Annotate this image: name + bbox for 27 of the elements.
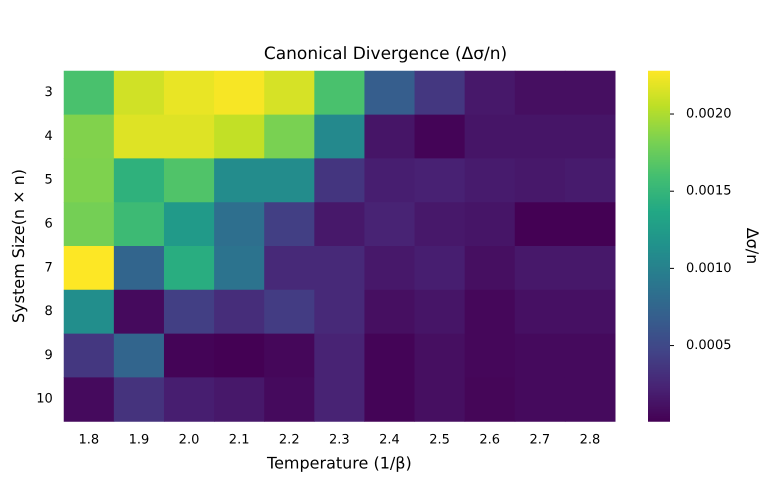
y-tick-label: 10 xyxy=(36,392,53,407)
x-tick-label: 1.8 xyxy=(78,432,100,448)
y-tick-label: 6 xyxy=(44,216,53,232)
x-tick-label: 2.8 xyxy=(580,432,600,448)
color-bar-label: 0.0020 xyxy=(686,106,732,122)
chart-title: Canonical Divergence (Δσ/n) xyxy=(264,44,508,64)
y-tick-label: 9 xyxy=(44,348,53,363)
x-axis-title: Temperature (1/β) xyxy=(266,454,412,473)
x-tick-label: 2.3 xyxy=(329,432,350,448)
x-tick-label: 2.0 xyxy=(178,432,200,448)
y-tick-label: 7 xyxy=(44,260,53,276)
y-tick-label: 8 xyxy=(44,304,53,320)
x-tick-label: 1.9 xyxy=(128,432,150,448)
x-tick-label: 2.2 xyxy=(278,432,300,448)
y-tick-label: 5 xyxy=(44,172,53,188)
x-tick-label: 2.5 xyxy=(429,432,450,448)
x-tick-label: 2.6 xyxy=(479,432,500,448)
color-bar-title: Δσ/n xyxy=(743,228,762,264)
color-bar-label: 0.0010 xyxy=(686,260,732,276)
y-tick-label: 3 xyxy=(44,85,53,100)
y-tick-label: 4 xyxy=(44,128,53,144)
color-bar-label: 0.0015 xyxy=(686,184,732,199)
y-axis-title: System Size(n × n) xyxy=(8,169,28,323)
x-tick-label: 2.1 xyxy=(228,432,250,448)
x-tick-label: 2.4 xyxy=(379,432,400,448)
x-tick-label: 2.7 xyxy=(529,432,550,448)
color-bar-label: 0.0005 xyxy=(686,338,732,353)
